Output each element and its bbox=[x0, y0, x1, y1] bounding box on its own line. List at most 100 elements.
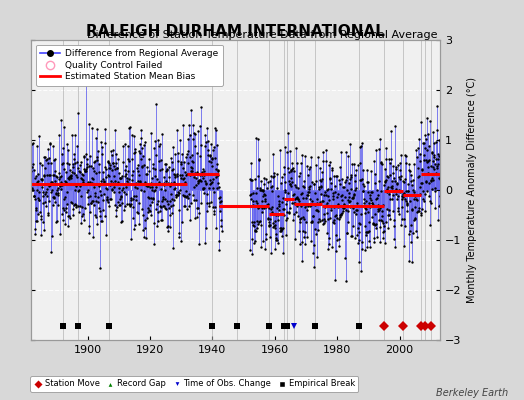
Point bbox=[342, 206, 351, 213]
Point bbox=[76, 183, 84, 189]
Point bbox=[423, 188, 431, 194]
Point bbox=[368, 202, 377, 208]
Point bbox=[320, 220, 328, 226]
Point bbox=[422, 177, 430, 184]
Point bbox=[128, 172, 136, 178]
Point bbox=[250, 238, 259, 244]
Point bbox=[33, 179, 41, 186]
Point bbox=[198, 172, 206, 178]
Point bbox=[309, 212, 317, 219]
Point bbox=[200, 178, 209, 184]
Point bbox=[36, 208, 44, 215]
Point bbox=[403, 188, 412, 194]
Point bbox=[433, 103, 442, 110]
Point bbox=[432, 170, 441, 177]
Point bbox=[316, 199, 324, 206]
Point bbox=[148, 165, 157, 171]
Point bbox=[326, 175, 335, 181]
Point bbox=[63, 175, 72, 181]
Point bbox=[336, 212, 345, 218]
Point bbox=[283, 209, 291, 216]
Point bbox=[46, 141, 54, 147]
Point bbox=[30, 193, 38, 199]
Point bbox=[205, 158, 213, 164]
Point bbox=[80, 217, 89, 223]
Point bbox=[435, 174, 443, 181]
Point bbox=[68, 132, 76, 139]
Point bbox=[80, 166, 88, 173]
Point bbox=[190, 129, 198, 136]
Point bbox=[141, 217, 149, 223]
Point bbox=[396, 160, 404, 166]
Point bbox=[359, 188, 367, 194]
Point bbox=[357, 143, 366, 150]
Point bbox=[324, 186, 332, 192]
Point bbox=[156, 167, 165, 173]
Point bbox=[318, 176, 326, 182]
Point bbox=[361, 204, 369, 211]
Point bbox=[364, 178, 372, 185]
Point bbox=[439, 207, 447, 214]
Point bbox=[252, 228, 260, 234]
Point bbox=[60, 166, 68, 172]
Point bbox=[144, 194, 152, 200]
Point bbox=[132, 192, 140, 199]
Point bbox=[408, 259, 416, 266]
Point bbox=[314, 154, 323, 160]
Point bbox=[163, 166, 172, 172]
Point bbox=[407, 239, 415, 245]
Point bbox=[426, 117, 434, 124]
Point bbox=[280, 206, 289, 212]
Point bbox=[373, 195, 381, 201]
Point bbox=[29, 140, 37, 146]
Point bbox=[194, 178, 203, 184]
Point bbox=[266, 222, 275, 229]
Point bbox=[366, 194, 374, 201]
Point bbox=[410, 161, 418, 167]
Point bbox=[304, 189, 312, 195]
Point bbox=[118, 200, 126, 206]
Point bbox=[429, 164, 437, 170]
Point bbox=[303, 233, 311, 240]
Point bbox=[73, 143, 82, 150]
Point bbox=[66, 173, 74, 180]
Point bbox=[436, 143, 445, 150]
Point bbox=[152, 152, 160, 158]
Point bbox=[94, 169, 103, 176]
Point bbox=[414, 136, 423, 142]
Point bbox=[152, 184, 160, 190]
Point bbox=[42, 189, 50, 195]
Point bbox=[118, 173, 127, 179]
Point bbox=[102, 166, 110, 172]
Point bbox=[309, 212, 318, 219]
Point bbox=[282, 197, 291, 203]
Point bbox=[402, 153, 410, 160]
Point bbox=[351, 235, 359, 241]
Point bbox=[316, 183, 325, 189]
Point bbox=[348, 195, 356, 201]
Point bbox=[303, 203, 312, 209]
Point bbox=[399, 190, 407, 197]
Point bbox=[376, 160, 385, 166]
Point bbox=[61, 179, 70, 186]
Point bbox=[323, 246, 332, 252]
Point bbox=[342, 278, 350, 284]
Point bbox=[372, 220, 380, 227]
Point bbox=[146, 208, 155, 214]
Point bbox=[388, 184, 397, 191]
Point bbox=[355, 160, 364, 166]
Point bbox=[401, 223, 409, 230]
Point bbox=[419, 198, 428, 204]
Point bbox=[335, 243, 343, 250]
Point bbox=[249, 222, 258, 229]
Point bbox=[107, 186, 116, 192]
Point bbox=[50, 172, 58, 179]
Point bbox=[64, 222, 72, 229]
Point bbox=[93, 220, 102, 227]
Point bbox=[247, 196, 255, 202]
Point bbox=[249, 222, 257, 228]
Point bbox=[350, 192, 358, 198]
Point bbox=[269, 222, 278, 229]
Point bbox=[308, 218, 316, 225]
Point bbox=[137, 164, 146, 170]
